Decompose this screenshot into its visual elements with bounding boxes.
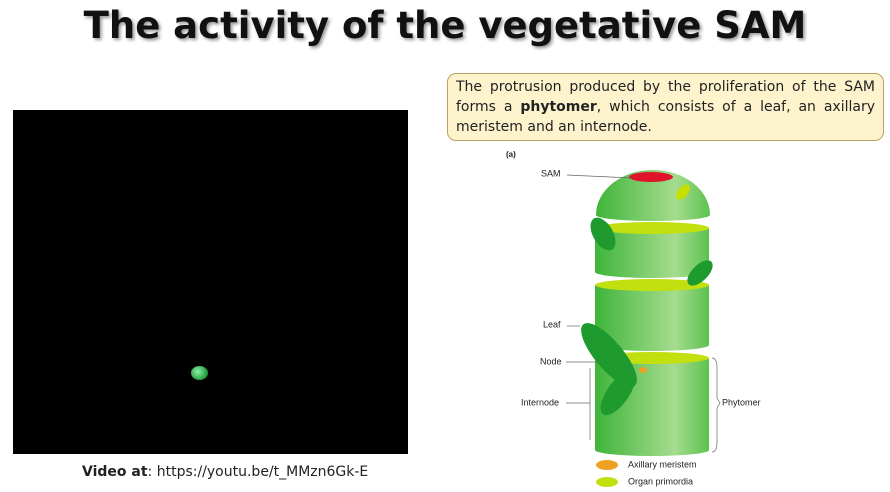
cylinder xyxy=(595,285,709,351)
sam-shape xyxy=(629,172,673,182)
video-caption: Video at: https://youtu.be/t_MMzn6Gk-E xyxy=(82,464,368,480)
cylinder xyxy=(595,228,709,278)
video-player[interactable] xyxy=(13,110,408,454)
leaf-shape xyxy=(590,217,616,251)
label: Internode xyxy=(521,397,559,407)
video-url[interactable]: : https://youtu.be/t_MMzn6Gk-E xyxy=(147,464,369,480)
legend-label: Axillary meristem xyxy=(628,459,697,469)
legend-swatch xyxy=(596,477,618,487)
callout: The protrusion produced by the prolifera… xyxy=(447,73,884,141)
title: The activity of the vegetative SAM xyxy=(83,4,807,47)
leaf-shape xyxy=(687,260,713,286)
label: SAM xyxy=(541,168,561,178)
legend-swatch xyxy=(596,460,618,470)
label: Leaf xyxy=(543,319,561,329)
label: Phytomer xyxy=(722,397,761,407)
leaf-shape xyxy=(600,370,636,416)
video-frame-dot xyxy=(191,366,208,380)
leaf-shape xyxy=(581,323,637,387)
primordium xyxy=(676,184,690,200)
video-label: Video at xyxy=(82,464,148,480)
cylinder-top xyxy=(595,222,709,234)
callout-bold: phytomer xyxy=(520,99,597,115)
dome xyxy=(596,170,710,221)
panel-label: (a) xyxy=(506,150,516,159)
callout-text: , which consists of a leaf, an axillary … xyxy=(456,99,875,135)
cylinder-top xyxy=(595,279,709,291)
callout-text: The protrusion produced by the prolifera… xyxy=(456,79,875,115)
axillary-meristem xyxy=(639,367,647,373)
label: Node xyxy=(540,356,562,366)
legend-label: Organ primordia xyxy=(628,476,693,486)
